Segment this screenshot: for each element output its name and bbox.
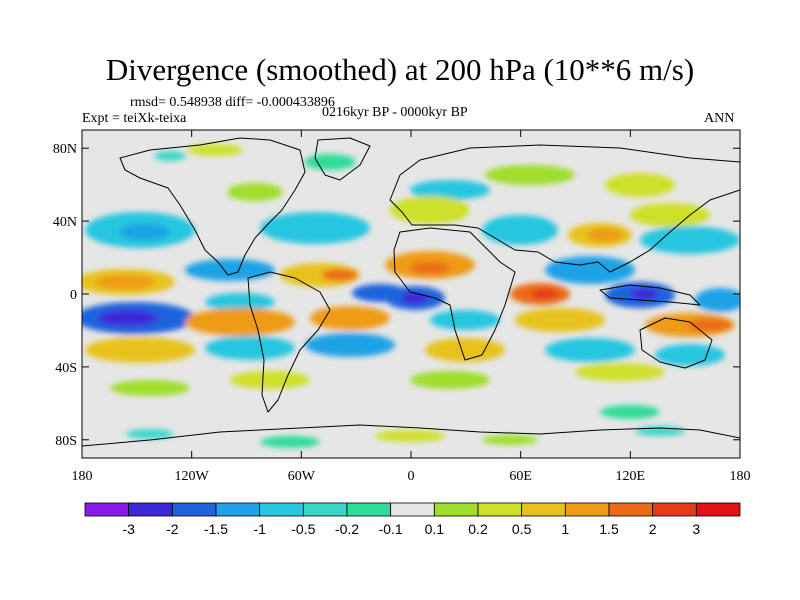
colorbar-label: 2 <box>649 521 657 537</box>
south-america-outline <box>247 271 331 413</box>
colorbar-label: 0.2 <box>468 521 488 537</box>
colorbar-label: -0.2 <box>335 521 359 537</box>
colorbar-swatch <box>346 502 392 517</box>
australia-outline <box>639 317 713 369</box>
colorbar-swatch <box>652 502 697 517</box>
map-title: Divergence (smoothed) at 200 hPa (10**6 … <box>105 52 695 87</box>
lat-tick-label: 0 <box>70 288 77 303</box>
lon-tick-label: 120W <box>175 469 210 484</box>
colorbar-swatch <box>215 502 261 517</box>
period-label: 0216kyr BP - 0000kyr BP <box>322 105 468 120</box>
lat-tick-label: 80S <box>55 434 77 449</box>
africa-outline <box>393 227 516 361</box>
lon-tick-label: 0 <box>408 469 415 484</box>
colorbar-swatch <box>477 502 523 517</box>
colorbar-label: 0.5 <box>512 521 532 537</box>
colorbar-swatch <box>171 502 217 517</box>
colorbar-label: 1.5 <box>599 521 619 537</box>
colorbar-label: -1.5 <box>204 521 228 537</box>
colorbar-swatch <box>259 502 304 517</box>
colorbar-swatch <box>433 502 479 517</box>
lon-tick-label: 60W <box>288 469 316 484</box>
colorbar-label: -1 <box>253 521 266 537</box>
colorbar: -3 -2 -1.5 -1 -0.5 -0.2 -0.1 0.1 0.2 0.5 1 1.5 2 3 <box>84 502 741 537</box>
colorbar-swatch <box>608 502 654 517</box>
north-america-outline <box>119 137 306 276</box>
colorbar-swatch <box>84 502 130 517</box>
latitude-axis: 80N 40N 0 40S 80S <box>53 142 740 449</box>
experiment-label: Expt = teiXk-teixa <box>82 111 187 126</box>
colorbar-swatch <box>128 502 173 517</box>
maritime-islands-outline <box>599 284 701 306</box>
greenland-outline <box>314 137 371 181</box>
colorbar-label: -3 <box>122 521 135 537</box>
lat-tick-label: 40S <box>55 361 77 376</box>
colorbar-swatch <box>564 502 610 517</box>
lon-tick-label: 180 <box>730 469 751 484</box>
colorbar-label: 0.1 <box>425 521 445 537</box>
colorbar-label: -2 <box>166 521 179 537</box>
colorbar-swatch <box>390 502 435 517</box>
colorbar-label: 3 <box>692 521 700 537</box>
lon-tick-label: 180 <box>72 469 93 484</box>
longitude-axis: 180 120W 60W 0 60E 120E 180 <box>72 130 751 484</box>
continent-outlines <box>82 137 740 447</box>
colorbar-swatch <box>521 502 566 517</box>
lon-tick-label: 60E <box>509 469 532 484</box>
colorbar-label: -0.5 <box>291 521 315 537</box>
contour-field <box>82 130 740 458</box>
stats-label: rmsd= 0.548938 diff= -0.000433896 <box>130 95 335 110</box>
antarctica-outline <box>82 424 740 447</box>
eurasia-outline <box>389 144 740 273</box>
season-label: ANN <box>704 111 735 126</box>
colorbar-label: -0.1 <box>379 521 403 537</box>
colorbar-swatch <box>695 502 741 517</box>
lat-tick-label: 80N <box>53 142 77 157</box>
colorbar-label: 1 <box>561 521 569 537</box>
colorbar-swatch <box>302 502 348 517</box>
lat-tick-label: 40N <box>53 215 77 230</box>
lon-tick-label: 120E <box>616 469 646 484</box>
